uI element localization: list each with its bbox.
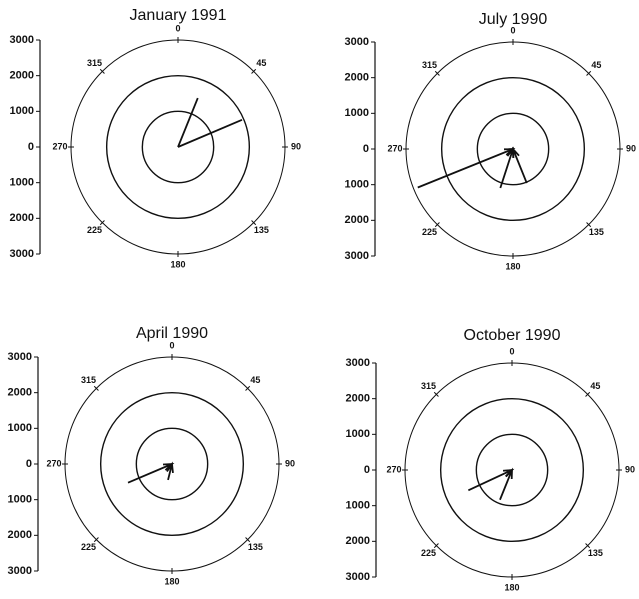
angle-label: 0 <box>169 340 174 350</box>
y-tick-label: 2000 <box>346 393 370 405</box>
angle-label: 0 <box>510 25 515 35</box>
angle-label: 180 <box>505 261 520 271</box>
angle-label: 270 <box>387 143 402 153</box>
angle-tick <box>586 222 592 228</box>
y-tick-label: 2000 <box>8 387 32 399</box>
angle-tick <box>99 220 105 226</box>
angle-label: 225 <box>81 542 96 552</box>
y-tick-label: 1000 <box>346 500 370 512</box>
vector <box>166 461 174 481</box>
range-ring <box>99 391 245 537</box>
angle-label: 45 <box>256 58 266 68</box>
angle-tick <box>434 222 440 228</box>
angle-label: 225 <box>421 548 436 558</box>
angle-label: 135 <box>588 548 603 558</box>
y-tick-label: 3000 <box>346 571 370 583</box>
y-tick-label: 2000 <box>346 535 370 547</box>
angle-label: 315 <box>421 381 436 391</box>
range-ring <box>475 433 549 507</box>
angle-label: 270 <box>52 141 67 151</box>
y-tick-label: 1000 <box>10 177 34 189</box>
chart-title: October 1990 <box>464 327 561 344</box>
vector <box>499 467 513 501</box>
angle-label: 45 <box>250 375 260 385</box>
angle-label: 135 <box>248 542 263 552</box>
angle-tick <box>585 391 591 397</box>
vector <box>177 118 243 148</box>
angle-label: 315 <box>81 375 96 385</box>
angle-label: 180 <box>170 259 185 269</box>
y-tick-label: 2000 <box>10 212 34 224</box>
angle-label: 315 <box>87 58 102 68</box>
angle-tick <box>434 70 440 76</box>
y-tick-label: 3000 <box>10 34 34 46</box>
y-tick-label: 2000 <box>345 214 369 226</box>
y-tick-label: 1000 <box>346 428 370 440</box>
range-ring <box>439 397 585 543</box>
angle-label: 225 <box>422 227 437 237</box>
y-tick-label: 1000 <box>10 105 34 117</box>
angle-tick <box>93 537 99 543</box>
angle-tick <box>251 68 257 74</box>
angle-label: 225 <box>87 225 102 235</box>
angle-label: 315 <box>422 60 437 70</box>
y-tick-label: 1000 <box>8 494 32 506</box>
y-tick-label: 3000 <box>345 36 369 48</box>
range-ring <box>440 76 586 222</box>
angle-label: 90 <box>291 141 301 151</box>
y-tick-label: 2000 <box>10 70 34 82</box>
angle-label: 135 <box>254 225 269 235</box>
y-tick-label: 0 <box>364 464 370 476</box>
y-tick-label: 2000 <box>345 72 369 84</box>
angle-tick <box>585 543 591 549</box>
angle-label: 90 <box>626 143 636 153</box>
y-tick-label: 2000 <box>8 529 32 541</box>
angle-tick <box>433 391 439 397</box>
angle-label: 45 <box>590 381 600 391</box>
y-tick-label: 0 <box>26 458 32 470</box>
y-tick-label: 3000 <box>345 250 369 262</box>
y-tick-label: 1000 <box>345 107 369 119</box>
angle-tick <box>433 543 439 549</box>
angle-tick <box>99 68 105 74</box>
y-tick-label: 0 <box>363 143 369 155</box>
chart-title: January 1991 <box>130 7 227 24</box>
vector <box>177 97 199 148</box>
chart-title: July 1990 <box>479 11 548 28</box>
range-ring <box>476 112 550 186</box>
angle-label: 270 <box>386 464 401 474</box>
angle-tick <box>251 220 257 226</box>
angle-label: 0 <box>175 23 180 33</box>
angle-label: 180 <box>504 582 519 592</box>
angle-label: 90 <box>625 464 635 474</box>
angle-tick <box>586 70 592 76</box>
y-tick-label: 3000 <box>346 357 370 369</box>
y-tick-label: 3000 <box>8 351 32 363</box>
vector <box>512 146 528 184</box>
range-ring <box>105 74 251 220</box>
y-tick-label: 3000 <box>8 565 32 577</box>
angle-tick <box>93 385 99 391</box>
vector <box>127 462 175 484</box>
range-ring <box>135 427 209 501</box>
angle-label: 45 <box>591 60 601 70</box>
chart-title: April 1990 <box>136 325 208 342</box>
angle-label: 180 <box>164 576 179 586</box>
y-tick-label: 3000 <box>10 248 34 260</box>
angle-tick <box>245 385 251 391</box>
angle-label: 0 <box>509 346 514 356</box>
y-tick-label: 1000 <box>345 179 369 191</box>
range-ring <box>141 110 215 184</box>
y-tick-label: 0 <box>28 141 34 153</box>
angle-tick <box>245 537 251 543</box>
angle-label: 90 <box>285 458 295 468</box>
angle-label: 135 <box>589 227 604 237</box>
y-tick-label: 1000 <box>8 422 32 434</box>
angle-label: 270 <box>46 458 61 468</box>
